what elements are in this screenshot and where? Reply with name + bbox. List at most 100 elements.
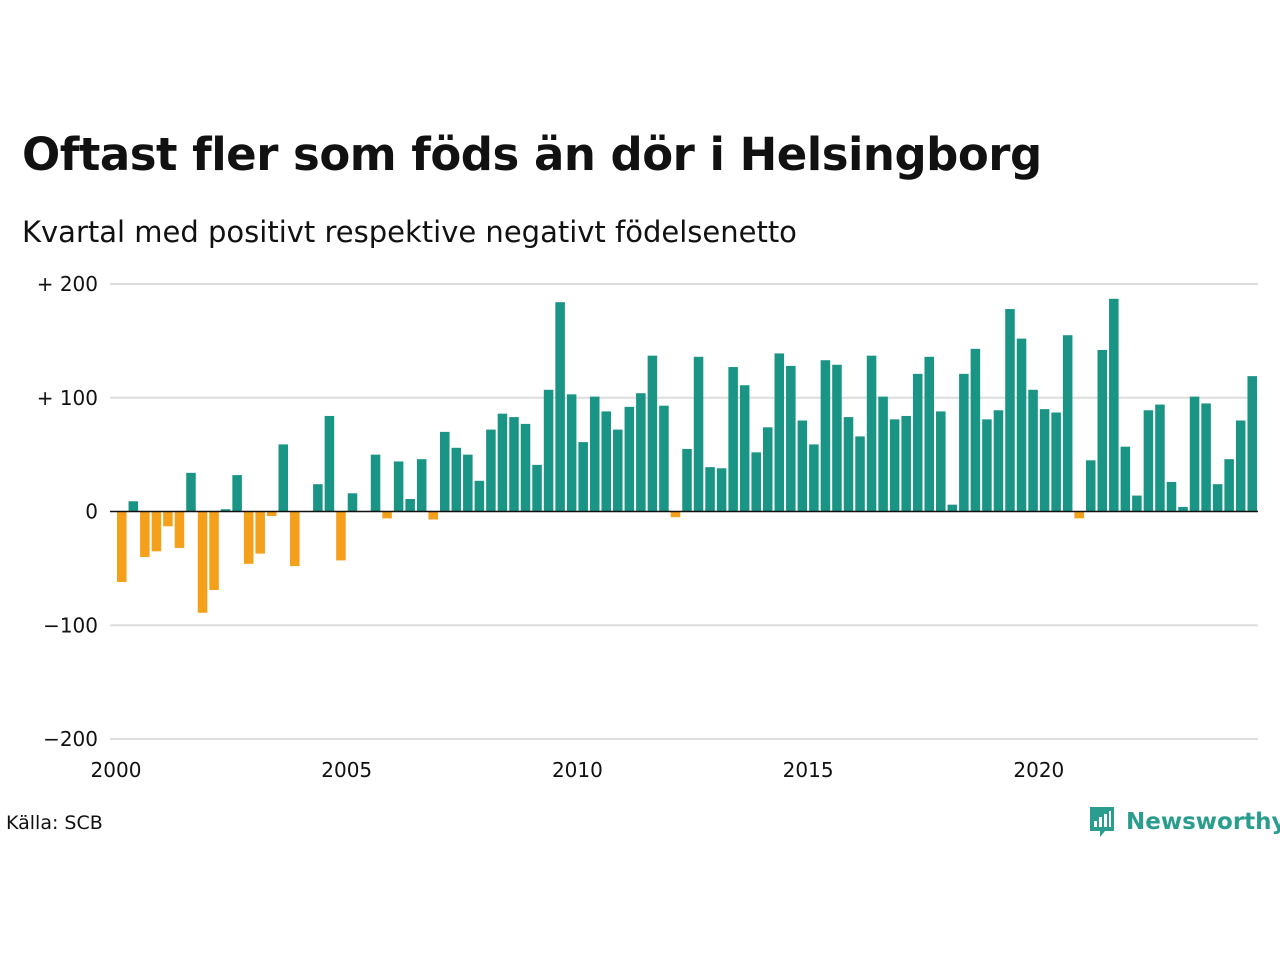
bar [463,454,473,512]
bar [220,509,231,512]
x-tick-label: 2015 [783,758,834,782]
bar [1178,506,1188,512]
bar [809,444,819,512]
chart-subtitle: Kvartal med positivt respektive negativt… [22,215,797,249]
bar [532,464,542,512]
bars [117,298,1257,613]
newsworthy-logo-icon [1090,807,1114,837]
bar [578,442,588,512]
bar [1132,495,1142,512]
x-tick-label: 2010 [552,758,603,782]
bar [1189,396,1200,512]
axes: + 200 + 100 0 −100 −200 2000 2005 2010 2015 2020 [37,272,1258,782]
bar [555,302,565,512]
bar [266,511,277,517]
y-tick-label: −200 [43,727,98,751]
bar [117,511,127,583]
bar [959,373,969,512]
source-note: Källa: SCB [6,812,103,834]
bar [278,444,289,512]
bar [901,415,911,512]
y-tick-label: + 100 [37,386,98,410]
bar [589,396,600,512]
bar [832,364,842,512]
bar [382,511,392,519]
brand-logo: Newsworthy [1088,805,1280,839]
y-tick-label: + 200 [37,272,98,296]
bar [1120,446,1131,512]
bar [751,452,761,512]
bar [1074,511,1084,519]
bar [739,385,750,512]
bar [439,431,450,512]
bar [140,511,150,557]
bar [693,356,704,512]
bar [1039,409,1050,512]
bar [728,367,738,512]
y-tick-label: 0 [85,500,98,524]
bar [520,423,531,512]
bar [613,429,623,512]
bar [878,396,888,512]
bar [174,511,185,548]
bar [128,501,139,512]
bar [393,461,404,512]
bar [705,467,715,512]
bar [682,448,692,512]
bar [1062,335,1073,512]
bar [1143,410,1154,512]
bar [370,454,381,512]
bar [163,511,173,527]
bar [1028,389,1038,512]
bar [451,447,462,512]
bar [151,511,162,552]
bar [486,429,496,512]
bar [797,420,808,512]
bar [405,498,415,512]
chart-title: Oftast fler som föds än dör i Helsingbor… [22,128,1042,181]
bar [1085,460,1096,512]
bar [601,411,612,512]
bar [1109,298,1119,512]
bar [1051,412,1061,512]
bar [186,472,196,512]
bar [1212,484,1223,512]
bar [936,411,946,512]
bar [416,459,427,512]
bar [786,365,796,512]
bar [428,511,438,520]
bar [716,468,727,512]
bar [1247,376,1257,512]
bar [624,406,635,512]
bar [924,356,935,512]
bar [866,355,877,512]
bar [636,393,646,512]
brand-name: Newsworthy [1126,809,1280,835]
bar [1166,481,1177,512]
bar [1224,459,1234,512]
bar [982,419,992,512]
bar [1155,404,1165,512]
bar [670,511,681,518]
bar [1005,309,1015,512]
bar [509,417,519,512]
bar [647,355,658,512]
bar [1201,403,1211,512]
bar [209,511,219,590]
bar [474,480,485,512]
bar [543,389,554,512]
bar [762,427,773,512]
bar [912,373,923,512]
bar [970,348,981,512]
y-tick-label: −100 [43,613,98,637]
bar [1016,338,1027,512]
bar [255,511,265,554]
bar [497,413,508,512]
bar [197,511,208,613]
bar [820,360,831,512]
bar [1097,349,1108,512]
bar [347,493,358,512]
bar-chart: + 200 + 100 0 −100 −200 2000 2005 2010 2015 2020 [37,272,1258,782]
bar [774,353,785,512]
bar [993,410,1004,512]
